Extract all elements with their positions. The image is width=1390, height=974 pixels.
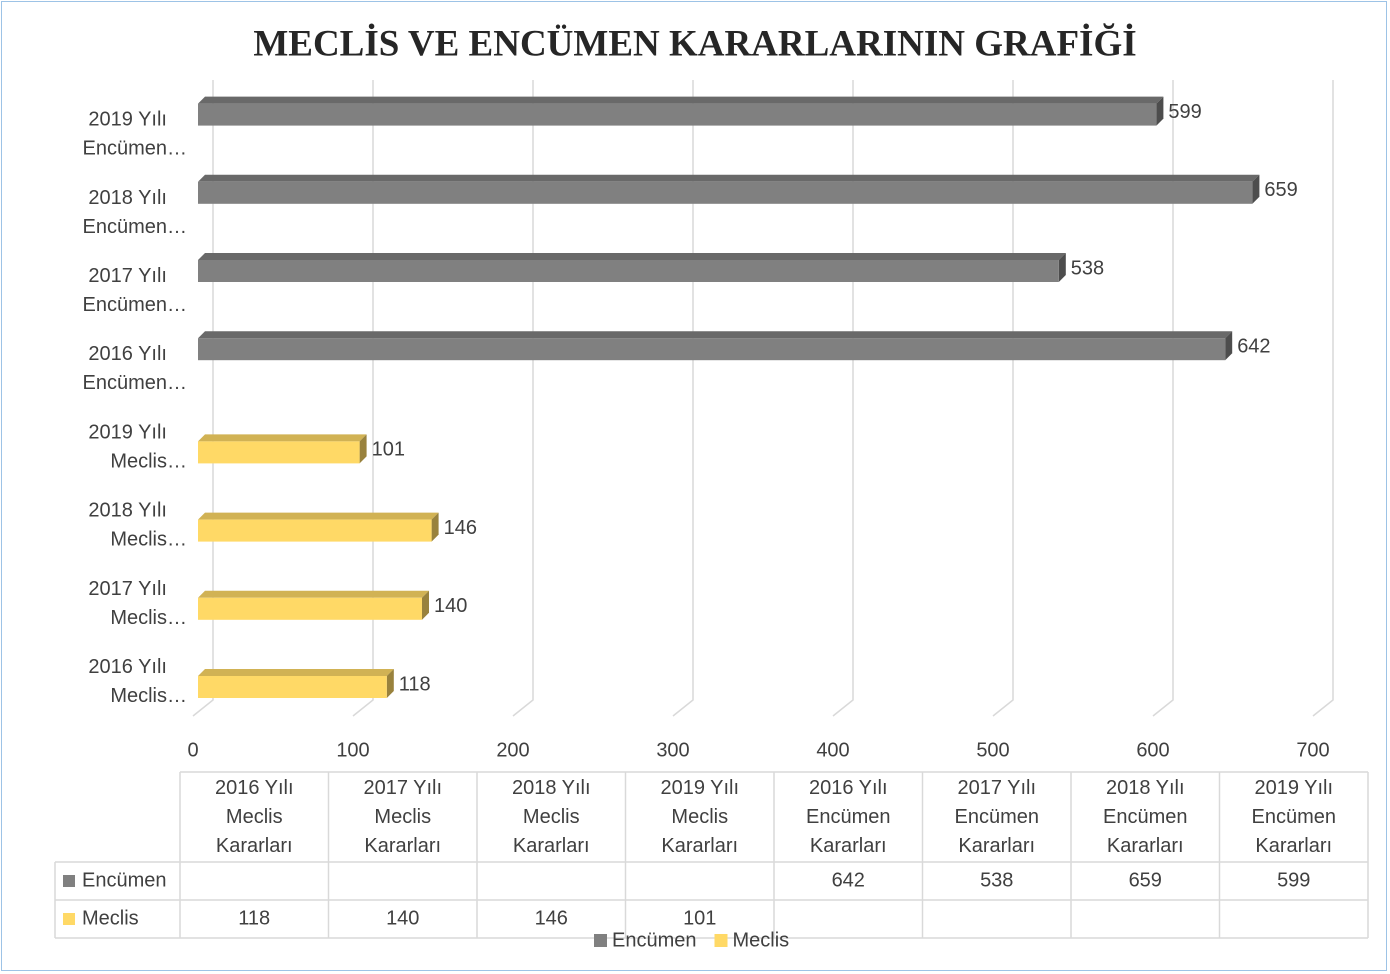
table-header-cell: 2016 Yılı Meclis Kararları (214, 777, 294, 857)
grid-line (992, 80, 1014, 717)
bar-end (1225, 331, 1233, 361)
table-cell: 599 (1277, 869, 1310, 891)
table-header-cell: 2016 Yılı Encümen Kararları (806, 777, 891, 857)
bar (198, 260, 1059, 282)
legend-key (714, 934, 728, 947)
grid-line (352, 80, 374, 717)
x-tick-label: 600 (1136, 739, 1169, 761)
bar-top (198, 434, 367, 442)
bar (198, 597, 422, 620)
bar-top (198, 253, 1066, 260)
bar-top (198, 174, 1260, 182)
table-cell: 146 (535, 907, 568, 929)
bar (198, 441, 360, 464)
bar-top (198, 669, 394, 676)
bar (198, 103, 1157, 126)
table-row-label: Encümen (82, 869, 167, 891)
x-tick-label: 200 (496, 739, 529, 761)
bar-top (198, 331, 1233, 339)
bar (198, 519, 432, 542)
bar-end (431, 512, 439, 542)
table-cell: 140 (386, 907, 419, 929)
data-label: 146 (444, 517, 477, 539)
table-cell: 101 (683, 907, 716, 929)
data-label: 642 (1237, 335, 1270, 357)
data-label: 659 (1264, 179, 1297, 201)
bar-end (422, 590, 429, 620)
table-header-cell: 2019 Yılı Meclis Kararları (660, 777, 740, 857)
data-label: 599 (1168, 101, 1201, 123)
data-label: 140 (434, 595, 467, 617)
x-tick-label: 400 (816, 739, 849, 761)
x-tick-label: 300 (656, 739, 689, 761)
table-cell: 659 (1129, 869, 1162, 891)
y-tick-label: 2019 Yılı Encümen… (83, 109, 188, 160)
y-tick-label: 2019 Yılı Meclis… (88, 422, 187, 473)
legend-key (594, 934, 607, 947)
x-tick-label: 0 (187, 739, 198, 761)
x-tick-label: 500 (976, 739, 1009, 761)
grid-line (832, 80, 854, 717)
data-label: 538 (1071, 257, 1104, 279)
grid-line (1152, 80, 1174, 717)
table-cell: 118 (238, 907, 270, 929)
bar-end (386, 669, 394, 698)
table-header-cell: 2017 Yılı Meclis Kararları (363, 777, 443, 857)
bar-end (359, 434, 367, 464)
table-header-cell: 2018 Yılı Encümen Kararları (1103, 777, 1188, 857)
y-tick-label: 2017 Yılı Encümen… (83, 265, 188, 316)
bar-top (198, 96, 1164, 104)
table-legend-key (63, 913, 75, 925)
bar-end (1058, 253, 1066, 282)
bar-top (198, 590, 429, 598)
grid-line (672, 80, 694, 717)
x-tick-label: 100 (336, 739, 369, 761)
table-header-cell: 2018 Yılı Meclis Kararları (511, 777, 591, 857)
table-cell: 642 (832, 869, 865, 891)
bar-end (1252, 174, 1260, 204)
grid-line (512, 80, 534, 717)
x-tick-label: 700 (1296, 739, 1329, 761)
data-label: 118 (399, 673, 431, 695)
y-tick-label: 2018 Yılı Meclis… (88, 500, 187, 551)
table-header-cell: 2017 Yılı Encümen Kararları (954, 777, 1040, 857)
legend-label: Meclis (733, 929, 790, 951)
y-tick-label: 2018 Yılı Encümen… (83, 187, 188, 238)
bar-end (1156, 96, 1164, 126)
y-tick-label: 2016 Yılı Meclis… (88, 656, 187, 707)
grid-line (192, 80, 214, 717)
bar (198, 181, 1253, 204)
data-label: 101 (372, 439, 405, 461)
chart-title: MECLİS VE ENCÜMEN KARARLARININ GRAFİĞİ (253, 21, 1136, 64)
y-tick-label: 2017 Yılı Meclis… (88, 578, 187, 629)
table-row-label: Meclis (82, 907, 139, 929)
bar (198, 676, 387, 698)
y-tick-label: 2016 Yılı Encümen… (83, 343, 188, 394)
legend-label: Encümen (612, 929, 697, 951)
bar-top (198, 512, 439, 520)
table-legend-key (63, 875, 75, 887)
table-header-cell: 2019 Yılı Encümen Kararları (1251, 777, 1337, 857)
grid-line (1312, 80, 1334, 717)
bar (198, 338, 1226, 361)
table-cell: 538 (980, 869, 1013, 891)
